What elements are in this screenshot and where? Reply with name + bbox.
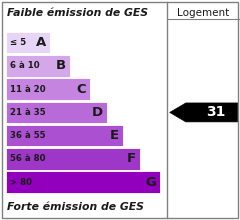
Bar: [6, 171, 160, 193]
Text: A: A: [36, 36, 46, 49]
Text: 31: 31: [206, 105, 225, 119]
Text: > 80: > 80: [10, 178, 32, 187]
Text: 56 à 80: 56 à 80: [10, 154, 46, 163]
Text: F: F: [127, 152, 136, 165]
Text: ≤ 5: ≤ 5: [10, 38, 26, 47]
Text: Forte émission de GES: Forte émission de GES: [7, 202, 144, 212]
Bar: [6, 102, 107, 123]
Text: D: D: [91, 106, 102, 119]
Text: Logement: Logement: [177, 8, 229, 18]
Text: C: C: [76, 83, 86, 96]
Text: 21 à 35: 21 à 35: [10, 108, 46, 117]
Bar: [6, 148, 140, 170]
Text: E: E: [110, 129, 119, 142]
Bar: [6, 55, 70, 77]
Bar: [6, 32, 50, 53]
Text: Faible émission de GES: Faible émission de GES: [7, 8, 148, 18]
Text: B: B: [56, 59, 66, 72]
Polygon shape: [170, 103, 238, 122]
Text: 6 à 10: 6 à 10: [10, 61, 40, 70]
Bar: [6, 125, 123, 147]
Text: G: G: [145, 176, 156, 189]
Text: 36 à 55: 36 à 55: [10, 131, 46, 140]
Text: 11 à 20: 11 à 20: [10, 85, 46, 94]
Bar: [6, 78, 90, 100]
